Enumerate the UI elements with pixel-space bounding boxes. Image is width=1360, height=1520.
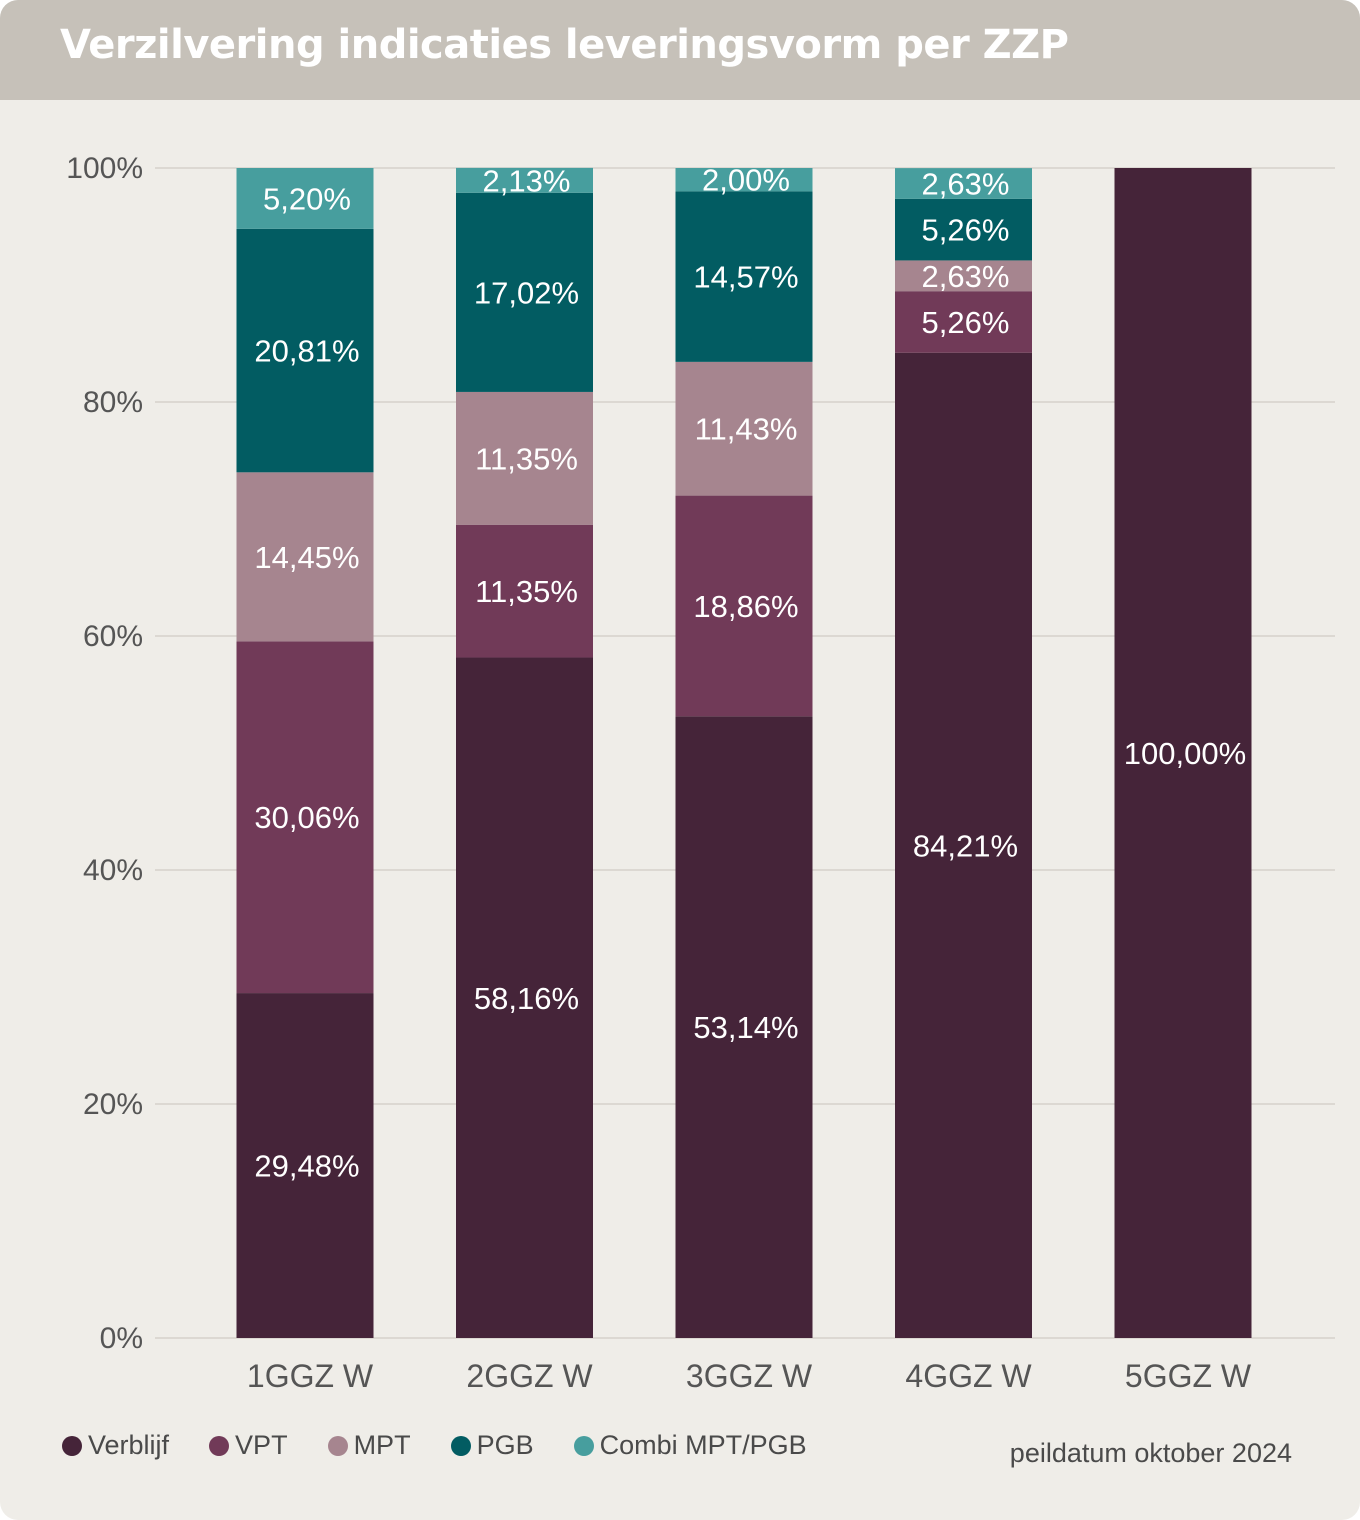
- legend-swatch: [209, 1435, 230, 1456]
- legend: Verblijf VPT MPT PGB Combi MPT/PGB: [62, 1430, 847, 1461]
- data-label: 84,21%: [913, 828, 1018, 863]
- data-label: 2,63%: [922, 167, 1010, 202]
- bar-segment: [895, 168, 1032, 199]
- bar-segment: [675, 191, 813, 362]
- chart-title: Verzilvering indicaties leveringsvorm pe…: [60, 22, 1069, 68]
- bar-segment: [675, 495, 813, 717]
- data-label: 29,48%: [254, 1149, 359, 1184]
- y-tick-label: 20%: [83, 1088, 143, 1121]
- data-label: 2,13%: [483, 163, 571, 198]
- bar-segment: [456, 657, 593, 1338]
- data-label: 100,00%: [1124, 736, 1246, 771]
- legend-item: Verblijf: [62, 1430, 169, 1461]
- data-label: 30,06%: [254, 800, 359, 835]
- legend-label: PGB: [476, 1430, 534, 1460]
- legend-swatch: [573, 1435, 594, 1456]
- legend-label: VPT: [235, 1430, 288, 1460]
- bar-segment: [456, 524, 593, 658]
- y-tick-label: 80%: [83, 386, 143, 419]
- x-tick-label: 4GGZ W: [905, 1358, 1032, 1394]
- y-tick-label: 100%: [66, 152, 143, 185]
- bar-segment: [456, 167, 593, 193]
- bar-segment: [895, 291, 1032, 353]
- data-label: 5,26%: [922, 305, 1010, 340]
- legend-item: MPT: [327, 1430, 411, 1461]
- data-label: 20,81%: [254, 334, 359, 369]
- data-label: 14,45%: [254, 540, 359, 575]
- stacked-bar-chart: 0% 20% 40% 60% 80% 100% 29,48% 30,06% 14,45% 20,8…: [66, 152, 1335, 1394]
- legend-label: MPT: [353, 1430, 411, 1460]
- y-tick-label: 0%: [100, 1322, 143, 1355]
- bar-segment: [1114, 168, 1252, 1338]
- data-label: 14,57%: [693, 260, 798, 295]
- bar-segment: [675, 716, 813, 1338]
- bar-segment: [895, 352, 1032, 1338]
- y-tick-label: 60%: [83, 620, 143, 653]
- header-band: Verzilvering indicaties leveringsvorm pe…: [0, 0, 1360, 100]
- bar-segment: [456, 391, 593, 525]
- data-label: 2,00%: [702, 163, 790, 198]
- data-label: 17,02%: [474, 275, 579, 310]
- data-label: 58,16%: [474, 981, 579, 1016]
- legend-item: VPT: [209, 1430, 288, 1461]
- bar-segment: [675, 361, 813, 496]
- data-label: 2,63%: [922, 259, 1010, 294]
- legend-swatch: [450, 1435, 471, 1456]
- bar-segment: [236, 993, 374, 1338]
- bar-segment: [236, 641, 374, 994]
- data-label: 5,20%: [263, 181, 351, 216]
- legend-label: Verblijf: [88, 1430, 170, 1460]
- footnote-date: peildatum oktober 2024: [1009, 1438, 1292, 1468]
- legend-label: Combi MPT/PGB: [599, 1430, 807, 1460]
- bar-segment: [895, 198, 1032, 261]
- x-tick-label: 3GGZ W: [686, 1358, 813, 1394]
- legend-swatch: [327, 1435, 348, 1456]
- y-tick-label: 40%: [83, 854, 143, 887]
- data-label: 11,35%: [475, 441, 578, 476]
- data-label: 11,35%: [475, 574, 578, 609]
- legend-swatch: [62, 1435, 82, 1456]
- x-tick-label: 2GGZ W: [466, 1358, 593, 1394]
- bar-segment: [236, 472, 374, 642]
- bar-segment: [456, 192, 593, 392]
- bar-segment: [675, 168, 813, 192]
- bar-segment: [236, 228, 374, 473]
- x-tick-label: 5GGZ W: [1125, 1358, 1252, 1394]
- x-tick-label: 1GGZ W: [247, 1358, 374, 1394]
- data-label: 18,86%: [693, 589, 798, 624]
- bar-segment: [236, 168, 374, 229]
- legend-item: PGB: [450, 1430, 534, 1461]
- data-label: 5,26%: [922, 213, 1010, 248]
- bar-segment: [895, 260, 1032, 292]
- data-label: 11,43%: [695, 412, 798, 447]
- legend-item: Combi MPT/PGB: [573, 1430, 807, 1461]
- data-label: 53,14%: [693, 1010, 798, 1045]
